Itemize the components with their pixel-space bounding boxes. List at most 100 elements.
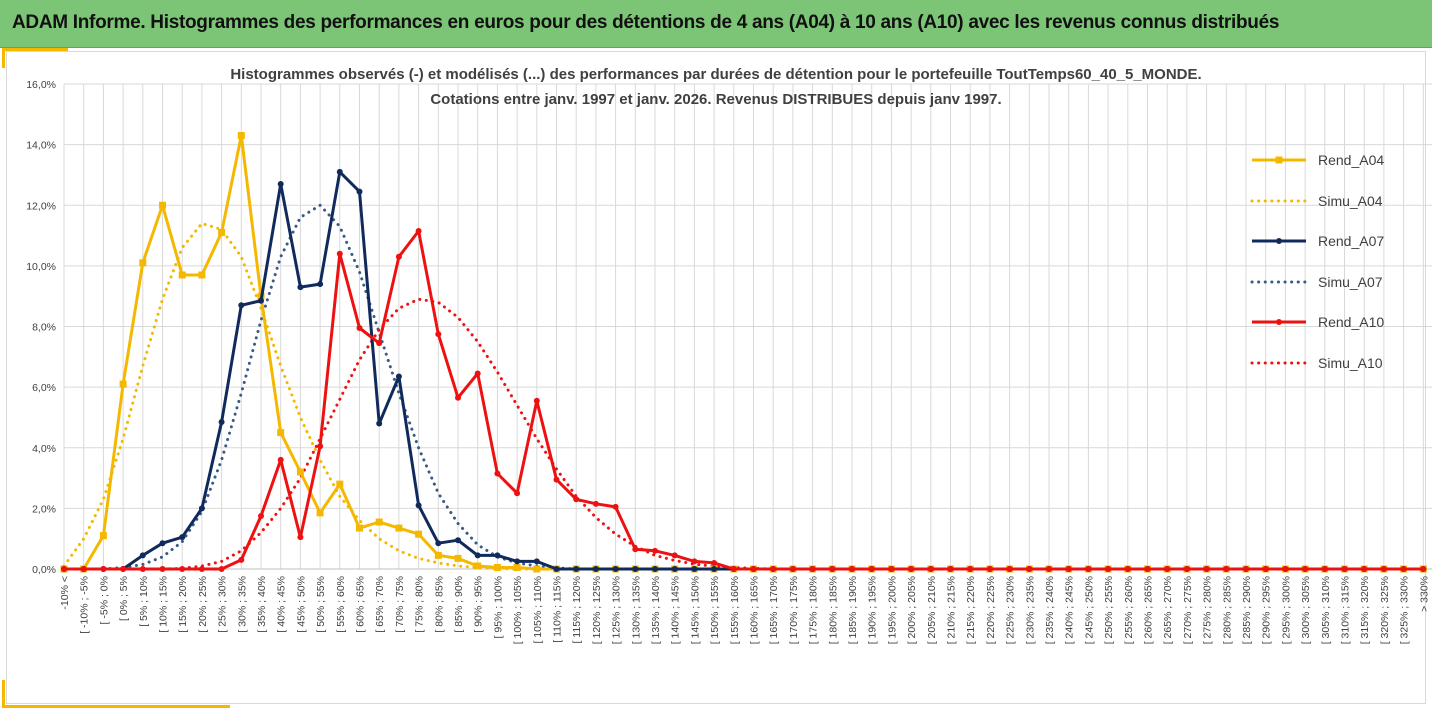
x-tick-label: [ 245% ; 250% xyxy=(1083,576,1095,644)
data-point xyxy=(612,503,619,510)
data-point xyxy=(592,566,599,572)
series-rend_a10 xyxy=(61,228,1427,572)
legend-item: Rend_A04 xyxy=(1250,152,1400,193)
x-tick-label: [ 65% ; 70% xyxy=(374,576,386,633)
x-tick-label: [ 210% ; 215% xyxy=(946,576,958,644)
x-tick-label: [ 85% ; 90% xyxy=(453,576,465,633)
data-point xyxy=(395,524,403,532)
legend-label: Rend_A04 xyxy=(1318,152,1385,168)
data-point xyxy=(316,509,324,517)
data-point xyxy=(691,566,698,572)
x-tick-label: [ 195% ; 200% xyxy=(886,576,898,644)
data-point xyxy=(178,271,186,279)
x-tick-label: [ 50% ; 55% xyxy=(315,576,327,633)
x-tick-label: [ 45% ; 50% xyxy=(295,576,307,633)
data-point xyxy=(789,566,796,572)
data-point xyxy=(711,559,718,566)
y-tick-label: 12,0% xyxy=(26,200,56,212)
x-tick-label: [ 95% ; 100% xyxy=(492,576,504,638)
data-point xyxy=(435,540,442,547)
data-point xyxy=(1243,566,1249,572)
data-point xyxy=(553,476,560,483)
x-tick-label: [ 110% ; 115% xyxy=(552,576,564,643)
legend-item: Rend_A10 xyxy=(1250,314,1400,355)
data-point xyxy=(750,566,757,572)
x-tick-label: [ 305% ; 310% xyxy=(1320,576,1332,644)
data-point xyxy=(573,566,580,572)
data-point xyxy=(888,566,895,572)
banner-title: ADAM Informe. Histogrammes des performan… xyxy=(12,12,1280,33)
y-tick-label: 2,0% xyxy=(32,503,56,515)
data-point xyxy=(711,566,718,572)
legend-label: Simu_A04 xyxy=(1318,192,1383,209)
data-point xyxy=(336,250,343,257)
data-point xyxy=(1262,566,1269,572)
x-tick-label: [ 30% ; 35% xyxy=(236,576,248,633)
data-point xyxy=(632,566,639,572)
x-tick-label: > 330% xyxy=(1418,576,1430,612)
x-tick-label: [ 320% ; 325% xyxy=(1379,576,1391,644)
data-point xyxy=(455,394,461,401)
x-tick-label: [ -5% ; 0% xyxy=(98,576,110,624)
x-tick-label: [ 185% ; 190% xyxy=(847,576,859,644)
data-point xyxy=(671,566,678,572)
y-tick-label: 4,0% xyxy=(32,443,56,455)
data-point xyxy=(336,168,343,175)
legend-swatch xyxy=(1252,319,1306,325)
data-point xyxy=(1400,566,1407,572)
x-tick-label: [ 20% ; 25% xyxy=(197,576,209,633)
data-point xyxy=(671,552,678,559)
data-point xyxy=(533,558,540,565)
data-point xyxy=(258,297,264,304)
data-point xyxy=(513,563,521,571)
x-tick-label: [ 170% ; 175% xyxy=(788,576,800,644)
series-rend_a07 xyxy=(61,168,1427,572)
x-tick-label: [ 250% ; 255% xyxy=(1103,576,1115,644)
x-tick-label: [ 285% ; 290% xyxy=(1241,576,1253,644)
data-point xyxy=(493,563,501,571)
data-point xyxy=(435,331,442,338)
data-point xyxy=(198,271,206,279)
data-point xyxy=(159,566,166,572)
data-point xyxy=(139,259,147,267)
y-tick-label: 14,0% xyxy=(26,140,56,152)
data-point xyxy=(1321,566,1328,572)
data-point xyxy=(297,534,304,541)
data-point xyxy=(434,551,442,559)
data-point xyxy=(139,566,146,572)
x-tick-label: [ 225% ; 230% xyxy=(1005,576,1017,644)
data-point xyxy=(61,566,67,572)
data-point xyxy=(317,281,324,288)
data-point xyxy=(356,325,363,332)
x-tick-label: [ 280% ; 285% xyxy=(1221,576,1233,644)
x-tick-label: [ 160% ; 165% xyxy=(749,576,761,644)
data-point xyxy=(849,566,855,572)
x-tick-label: [ 120% ; 125% xyxy=(591,576,603,644)
x-tick-label: [ 235% ; 240% xyxy=(1044,576,1056,644)
x-tick-label: [ 265% ; 270% xyxy=(1162,576,1174,644)
data-point xyxy=(139,552,146,559)
x-tick-label: [ 180% ; 185% xyxy=(827,576,839,644)
legend-swatch xyxy=(1252,238,1306,244)
x-tick-label: [ 40% ; 45% xyxy=(276,576,288,633)
y-tick-label: 0,0% xyxy=(32,564,56,576)
banner: ADAM Informe. Histogrammes des performan… xyxy=(0,0,1432,48)
data-point xyxy=(1046,566,1052,572)
x-tick-label: [ 25% ; 30% xyxy=(217,576,229,633)
data-point xyxy=(80,566,87,572)
series-line-rend_a10 xyxy=(64,229,1424,571)
data-point xyxy=(1282,566,1289,572)
data-point xyxy=(1085,566,1092,572)
legend-swatch xyxy=(1250,361,1308,364)
data-point xyxy=(218,229,226,237)
data-point xyxy=(375,518,383,526)
data-point xyxy=(336,480,344,488)
data-point xyxy=(238,302,245,309)
data-point xyxy=(356,524,363,532)
data-point xyxy=(533,565,541,573)
data-point xyxy=(1203,566,1210,572)
x-tick-label: [ 290% ; 295% xyxy=(1261,576,1273,644)
legend-swatch xyxy=(1250,199,1308,202)
x-tick-label: [ 215% ; 220% xyxy=(965,576,977,644)
